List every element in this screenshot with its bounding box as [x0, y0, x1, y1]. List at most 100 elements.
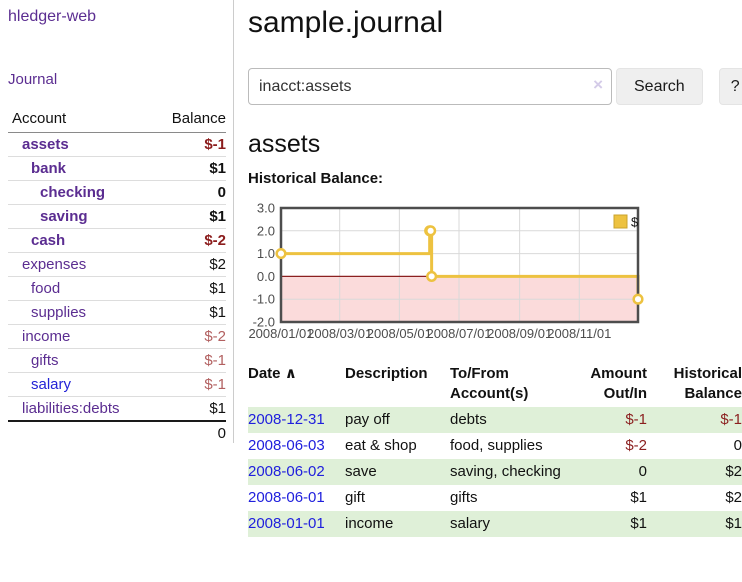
account-link[interactable]: liabilities:debts: [22, 400, 120, 417]
chart-canvas: $3.0 2.0 1.0 0.0 -1.0 -2.02008/01/012008/03/0…: [248, 201, 644, 341]
svg-text:2008/01/01: 2008/01/01: [248, 326, 313, 341]
svg-text:1.0: 1.0: [257, 246, 275, 261]
account-balance: $-2: [151, 324, 226, 349]
transaction-balance: $2: [725, 463, 742, 480]
account-row: food $1: [8, 276, 226, 301]
register-header-date: Date ∧: [248, 365, 297, 382]
account-link[interactable]: income: [22, 328, 71, 345]
register-row: 2008-12-31 pay off debts $-1 $-1: [248, 407, 742, 433]
transaction-accounts: salary: [450, 515, 491, 532]
transaction-amount: $-2: [625, 437, 647, 454]
account-balance: $-1: [151, 132, 226, 157]
svg-text:2008/07/01: 2008/07/01: [426, 326, 491, 341]
transaction-date-link[interactable]: 2008-01-01: [248, 515, 325, 532]
account-balance: 0: [151, 180, 226, 205]
svg-text:2008/05/01: 2008/05/01: [367, 326, 432, 341]
account-balance: $1: [151, 396, 226, 422]
svg-text:2008/09/01: 2008/09/01: [487, 326, 552, 341]
search-form: × Search ?: [248, 68, 742, 105]
transaction-date-link[interactable]: 2008-06-01: [248, 489, 325, 506]
chart-title: Historical Balance:: [248, 170, 384, 187]
page-title: sample.journal: [248, 6, 444, 39]
transaction-description: pay off: [345, 411, 390, 428]
accounts-header-row: Account Balance: [8, 110, 226, 133]
search-input[interactable]: [248, 68, 612, 105]
account-row: assets $-1: [8, 132, 226, 157]
app-layout: hledger-web Journal Account Balance asse…: [8, 0, 742, 537]
account-link[interactable]: cash: [31, 232, 66, 249]
account-balance: $1: [151, 204, 226, 229]
account-row: cash $-2: [8, 228, 226, 253]
account-link[interactable]: gifts: [31, 352, 59, 369]
register-header-balance: Historical Balance: [673, 365, 742, 402]
svg-text:-2.0: -2.0: [253, 315, 275, 330]
register-row: 2008-01-01 income salary $1 $1: [248, 511, 742, 537]
account-heading: assets: [248, 130, 321, 158]
account-link[interactable]: bank: [31, 160, 67, 177]
transaction-description: save: [345, 463, 377, 480]
transaction-balance: 0: [733, 437, 742, 454]
register-row: 2008-06-01 gift gifts $1 $2: [248, 485, 742, 511]
transaction-balance: $1: [725, 515, 742, 532]
transaction-balance: $-1: [720, 411, 742, 428]
account-link[interactable]: expenses: [22, 256, 87, 273]
accounts-total-row: 0: [8, 420, 226, 446]
search-button[interactable]: Search: [616, 68, 703, 105]
account-balance: $-2: [151, 228, 226, 253]
svg-text:0.0: 0.0: [257, 269, 275, 284]
main-content: sample.journal × Search ? assets Histori…: [234, 0, 742, 537]
register-row: 2008-06-03 eat & shop food, supplies $-2…: [248, 433, 742, 459]
register-table: Date ∧ Description To/From Account(s) Am…: [248, 363, 742, 537]
register-row: 2008-06-02 save saving, checking 0 $2: [248, 459, 742, 485]
search-box: ×: [248, 68, 612, 105]
account-link[interactable]: food: [31, 280, 61, 297]
account-link[interactable]: saving: [40, 208, 88, 225]
historical-balance-chart: $3.0 2.0 1.0 0.0 -1.0 -2.0 2008/01/01 2008/03/0…: [248, 201, 742, 342]
account-balance: $-1: [151, 348, 226, 373]
account-balance: $1: [151, 276, 226, 301]
transaction-accounts: debts: [450, 411, 487, 428]
account-link[interactable]: supplies: [31, 304, 87, 321]
transaction-accounts: gifts: [450, 489, 478, 506]
transaction-date-link[interactable]: 2008-06-03: [248, 437, 325, 454]
transaction-description: gift: [345, 489, 366, 506]
account-link[interactable]: salary: [31, 376, 72, 393]
svg-text:$: $: [631, 215, 639, 230]
account-balance: $1: [151, 300, 226, 325]
svg-text:2008/11/01: 2008/11/01: [547, 326, 611, 341]
transaction-amount: $1: [630, 489, 647, 506]
account-balance: $2: [151, 252, 226, 277]
accounts-header-balance: Balance: [151, 110, 226, 133]
clear-search-icon[interactable]: ×: [593, 75, 603, 94]
svg-text:2.0: 2.0: [257, 223, 275, 238]
sidebar-item-journal[interactable]: Journal: [8, 71, 58, 88]
account-row: gifts $-1: [8, 348, 226, 373]
account-link[interactable]: assets: [22, 136, 69, 153]
account-row: salary $-1: [8, 372, 226, 397]
transaction-balance: $2: [725, 489, 742, 506]
account-row: saving $1: [8, 204, 226, 229]
svg-text:-1.0: -1.0: [253, 292, 275, 307]
register-header-accounts: To/From Account(s): [450, 365, 529, 402]
transaction-accounts: food, supplies: [450, 437, 543, 454]
account-balance: $-1: [151, 372, 226, 397]
account-row: checking 0: [8, 180, 226, 205]
brand-link[interactable]: hledger-web: [8, 8, 97, 25]
account-row: bank $1: [8, 156, 226, 181]
help-button[interactable]: ?: [718, 68, 742, 105]
svg-text:2008/03/01: 2008/03/01: [307, 326, 372, 341]
account-row: liabilities:debts $1: [8, 396, 226, 422]
account-link[interactable]: checking: [40, 184, 106, 201]
transaction-date-link[interactable]: 2008-12-31: [248, 411, 325, 428]
account-row: income $-2: [8, 324, 226, 349]
register-header-description: Description: [345, 365, 428, 382]
svg-text:3.0: 3.0: [257, 202, 275, 216]
transaction-date-link[interactable]: 2008-06-02: [248, 463, 325, 480]
account-balance: $1: [151, 156, 226, 181]
transaction-amount: $-1: [625, 411, 647, 428]
transaction-amount: 0: [638, 463, 647, 480]
account-row: supplies $1: [8, 300, 226, 325]
accounts-table: Account Balance assets $-1 bank $1 check…: [8, 110, 226, 446]
account-row: expenses $2: [8, 252, 226, 277]
transaction-description: income: [345, 515, 394, 532]
